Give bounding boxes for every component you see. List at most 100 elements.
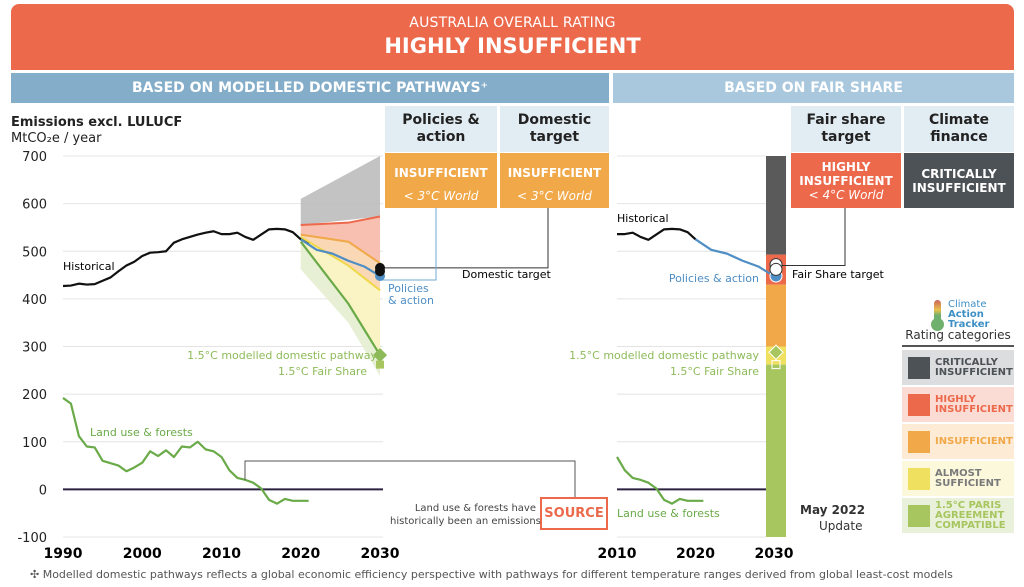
- x-tick-label: 2030: [361, 546, 400, 562]
- label-policies-1: Policies: [388, 282, 429, 295]
- rating-policies-sub: < 3°C World: [403, 189, 479, 203]
- rating-fair-share-label: HIGHLY INSUFFICIENT: [799, 160, 893, 188]
- x-tick-label: 2010: [202, 546, 241, 562]
- cat-logo: Climate Action Tracker: [902, 298, 1014, 331]
- fair-share-bar-segment: [766, 156, 786, 255]
- legend-item: INSUFFICIENT: [902, 424, 1014, 459]
- column-header-climate-finance: Climate finance: [904, 106, 1014, 152]
- legend-item: CRITICALLY INSUFFICIENT: [902, 350, 1014, 385]
- fs-label-historical: Historical: [617, 212, 669, 225]
- series-policies-action: [300, 238, 381, 277]
- y-tick-label: -100: [17, 531, 47, 546]
- legend-item: ALMOST SUFFICIENT: [902, 461, 1014, 496]
- label-modelled-pathway: 1.5°C modelled domestic pathway: [187, 349, 377, 362]
- y-tick-label: 700: [22, 150, 47, 165]
- point-fair-share-square: [376, 360, 384, 369]
- rating-climate-finance-label: CRITICALLY INSUFFICIENT: [912, 167, 1006, 195]
- column-header-fair-share: Fair share target: [791, 106, 901, 152]
- y-axis-title: Emissions excl. LULUCF: [11, 115, 183, 130]
- legend-label: CRITICALLY INSUFFICIENT: [935, 356, 1013, 378]
- series-1-5-c-modelled-domestic-pathway: [299, 241, 381, 356]
- band-boundary-line: [300, 236, 381, 292]
- fair-share-bar-segment: [766, 284, 786, 347]
- y-tick-label: 0: [39, 483, 47, 498]
- fs-point-diamond: [768, 344, 784, 360]
- legend-title: Rating categories: [902, 328, 1014, 347]
- column-header-domestic-target: Domestic target: [500, 106, 609, 152]
- rating-fair-share-sub: < 4°C World: [808, 188, 884, 202]
- logo-word-3: Tracker: [948, 319, 990, 330]
- legend-swatch: [908, 504, 930, 527]
- rating-climate-finance: CRITICALLY INSUFFICIENT: [904, 153, 1014, 208]
- point-domestic-target-b: [375, 266, 385, 277]
- band-1-5-c-compatible: [300, 241, 380, 377]
- source-note-2: historically been an emissions: [390, 516, 541, 527]
- section-modelled-pathways: BASED ON MODELLED DOMESTIC PATHWAYS⁺: [11, 73, 609, 103]
- source-box: SOURCE: [540, 497, 608, 530]
- label-policies-2: & action: [388, 294, 434, 307]
- rating-domestic-target: INSUFFICIENT < 3°C World: [500, 153, 609, 208]
- legend-label: ALMOST SUFFICIENT: [935, 467, 1001, 489]
- y-axis-unit: MtCO₂e / year: [11, 131, 102, 146]
- y-tick-label: 400: [22, 293, 47, 308]
- section-fair-share: BASED ON FAIR SHARE: [613, 73, 1014, 103]
- band-critically-insufficient: [300, 156, 380, 226]
- label-historical: Historical: [63, 260, 115, 273]
- footnote: ✣ Modelled domestic pathways reflects a …: [30, 568, 953, 581]
- logo-word-2: Action: [948, 309, 984, 320]
- rating-domestic-sub: < 3°C World: [517, 189, 592, 203]
- fs-series-land-use-forests: [616, 456, 704, 505]
- legend-label: HIGHLY INSUFFICIENT: [935, 393, 1013, 415]
- overall-rating-banner: AUSTRALIA OVERALL RATING HIGHLY INSUFFIC…: [11, 4, 1014, 70]
- series-historical: [62, 227, 310, 288]
- fs-label-fair-share-15: 1.5°C Fair Share: [670, 365, 759, 378]
- update-date: May 2022: [800, 503, 866, 517]
- legend-swatch: [908, 393, 930, 416]
- fs-series-policies-action: [694, 238, 775, 277]
- fs-label-policies: Policies & action: [669, 272, 759, 285]
- y-tick-label: 300: [22, 341, 47, 356]
- label-fair-share-15: 1.5°C Fair Share: [278, 365, 367, 378]
- thermometer-bulb-icon: [931, 318, 944, 331]
- label-domestic-target: Domestic target: [462, 268, 551, 281]
- fs-series-historical: [617, 227, 697, 241]
- rating-policies-label: INSUFFICIENT: [394, 166, 488, 180]
- band-boundary-line: [300, 215, 381, 227]
- legend-swatch: [908, 356, 930, 379]
- source-note-1: Land use & forests have: [414, 503, 536, 514]
- fs-point-fair-share-target-b: [769, 262, 783, 276]
- rating-domestic-label: INSUFFICIENT: [507, 166, 602, 180]
- column-header-policies: Policies & action: [385, 106, 497, 152]
- fs-point-square: [771, 360, 781, 370]
- legend-item: 1.5°C PARIS AGREEMENT COMPATIBLE: [902, 498, 1014, 533]
- y-tick-label: 200: [22, 388, 47, 403]
- x-tick-label: 2000: [123, 546, 162, 562]
- series-land-use-forests: [62, 397, 309, 505]
- rating-legend: Climate Action Tracker Rating categories…: [902, 298, 1014, 535]
- x-tick-label: 2020: [676, 546, 715, 562]
- rating-policies: INSUFFICIENT < 3°C World: [385, 153, 497, 208]
- connector-policies: [380, 208, 437, 281]
- band-boundary-line: [300, 233, 381, 264]
- x-tick-label: 2030: [755, 546, 794, 562]
- overall-rating-title: HIGHLY INSUFFICIENT: [384, 34, 641, 58]
- legend-item: HIGHLY INSUFFICIENT: [902, 387, 1014, 422]
- y-tick-label: 500: [22, 245, 47, 260]
- legend-swatch: [908, 430, 930, 453]
- fs-label-modelled-pathway: 1.5°C modelled domestic pathway: [569, 349, 759, 362]
- logo-word-1: Climate: [948, 299, 987, 310]
- x-tick-label: 2020: [281, 546, 320, 562]
- rating-fair-share: HIGHLY INSUFFICIENT < 4°C World: [791, 153, 901, 208]
- x-tick-label: 1990: [44, 546, 83, 562]
- x-tick-label: 2010: [598, 546, 637, 562]
- connector-fair-share: [782, 208, 846, 267]
- label-land-use: Land use & forests: [90, 426, 193, 439]
- overall-rating-subtitle: AUSTRALIA OVERALL RATING: [409, 15, 616, 31]
- update-label: Update: [819, 519, 863, 533]
- legend-label: 1.5°C PARIS AGREEMENT COMPATIBLE: [935, 499, 1006, 531]
- y-tick-label: 100: [22, 436, 47, 451]
- legend-swatch: [908, 467, 930, 490]
- connector-source: [244, 460, 576, 497]
- thermometer-icon: [934, 300, 941, 322]
